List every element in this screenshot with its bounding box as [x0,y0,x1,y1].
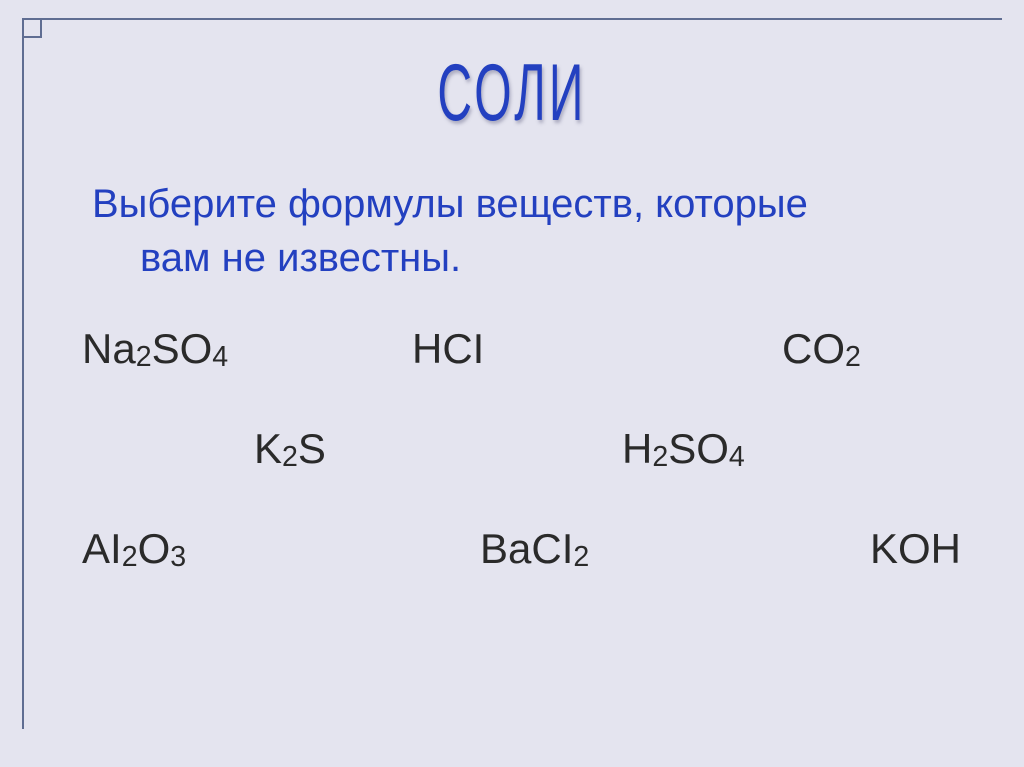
formula-sub: 2 [573,541,589,573]
prompt-line1: Выберите формулы веществ, которые [92,177,962,231]
formula-sub: 4 [729,441,745,473]
formula-sub: 2 [652,441,668,473]
formula-cell: Na2SO4 [82,325,412,373]
formula-row: AI2O3 BaCI2 KOH [82,525,962,573]
formula-cell: CO2 [782,325,861,373]
prompt-text: Выберите формулы веществ, которые вам не… [92,177,962,285]
formula-text: S [298,425,326,472]
formula-sub: 4 [212,341,228,373]
prompt-line2: вам не известны. [140,231,962,285]
formula-text: O [138,525,171,572]
formula-cell: KOH [870,525,961,573]
formula-row: Na2SO4 HCI CO2 [82,325,962,373]
formula-cell: K2S [254,425,622,473]
formula-text: KOH [870,525,961,572]
formula-text: HCI [412,325,484,372]
formula-text: SO [668,425,729,472]
formula-sub: 2 [845,341,861,373]
slide-title: СОЛИ [152,46,872,139]
formula-cell: H2SO4 [622,425,745,473]
formula-text: CO [782,325,845,372]
formula-row: K2S H2SO4 [82,425,962,473]
formula-cell: AI2O3 [82,525,480,573]
formula-text: K [254,425,282,472]
formula-cell: BaCI2 [480,525,870,573]
formula-text: Na [82,325,136,372]
formula-cell: HCI [412,325,782,373]
formula-text: BaCI [480,525,573,572]
formula-text: H [622,425,652,472]
formula-text: AI [82,525,122,572]
slide-content: СОЛИ Выберите формулы веществ, которые в… [22,18,1002,749]
formula-sub: 3 [170,541,186,573]
formula-sub: 2 [122,541,138,573]
formula-grid: Na2SO4 HCI CO2 K2S H2SO4 AI2O3 BaCI2 [82,325,962,573]
formula-sub: 2 [136,341,152,373]
formula-spacer [82,425,254,473]
formula-text: SO [152,325,213,372]
formula-sub: 2 [282,441,298,473]
